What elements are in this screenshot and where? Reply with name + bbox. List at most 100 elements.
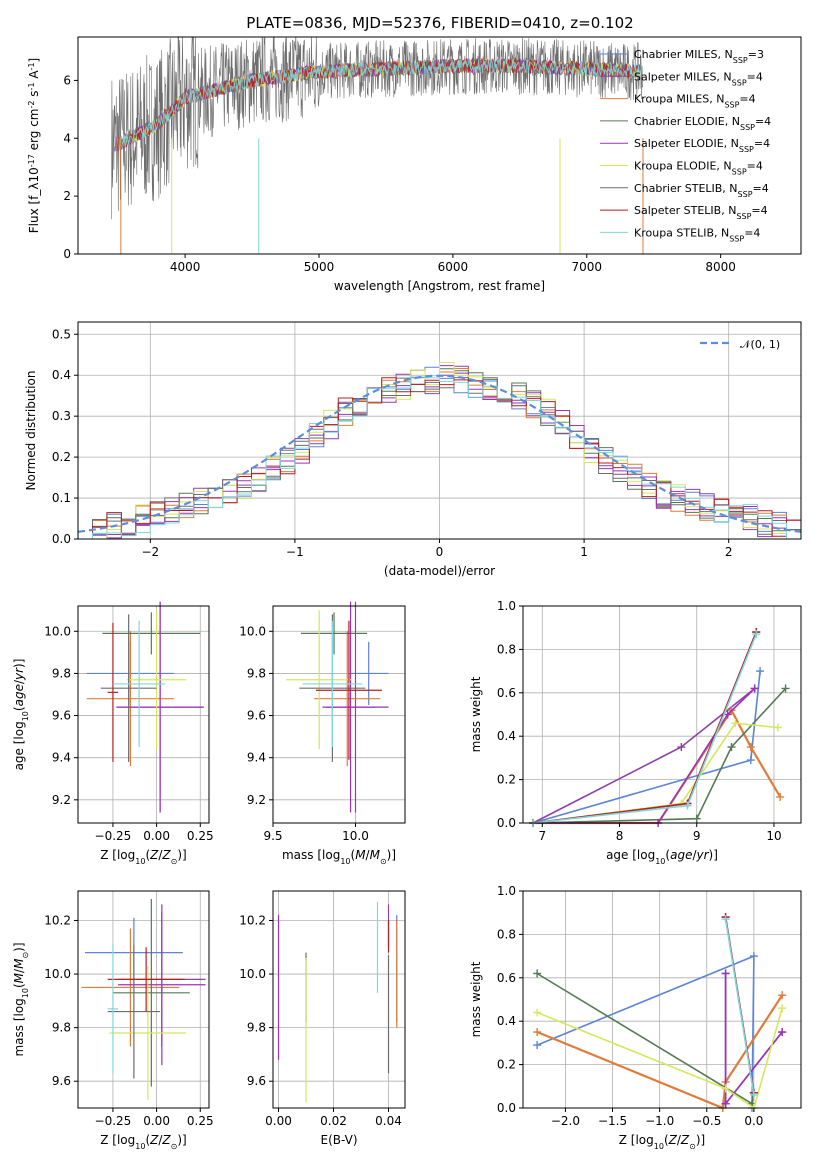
massweight-marker xyxy=(778,991,787,1000)
errorbar-point xyxy=(286,610,353,750)
axes-frame xyxy=(272,890,406,1109)
x-tick-label: 10.0 xyxy=(342,829,369,843)
histogram-lines xyxy=(78,361,801,539)
histogram-step-line xyxy=(78,377,801,539)
y-tick-label: 9.4 xyxy=(247,751,266,765)
y-tick-label: 9.4 xyxy=(52,751,71,765)
massweight-marker xyxy=(756,667,765,676)
massweight-marker xyxy=(683,801,692,810)
chart-mass_vs_ebv: 0.00 0.02 0.04 9.6 9.8 10.0 10.2 E(B-V) xyxy=(239,890,406,1147)
errorbar-point xyxy=(302,620,363,748)
y-tick-label: 10.0 xyxy=(44,624,71,638)
legend-entry: Chabrier MILES, NSSP=3 xyxy=(634,48,764,65)
y-tick-label: 0.0 xyxy=(497,1101,516,1115)
x-tick-label: −1 xyxy=(286,545,304,559)
x-tick-label: 7 xyxy=(538,829,546,843)
chart-massweight_vs_Z: −2.0 −1.5 −1.0 −0.5 0.0 0.0 0.2 0.4 0.6 0.8 1.0 Z [… xyxy=(469,884,802,1151)
errorbar-point xyxy=(315,620,382,760)
x-tick-label: −0.5 xyxy=(692,1114,721,1128)
y-tick-label: 9.6 xyxy=(247,1074,266,1088)
massweight-marker xyxy=(721,915,730,924)
x-tick-label: 10 xyxy=(766,829,781,843)
massweight-marker xyxy=(533,969,542,978)
y-tick-label: 1.0 xyxy=(497,884,516,898)
axes-frame xyxy=(272,605,406,824)
chart-age_vs_Z: −0.25 0.00 0.25 9.2 9.4 9.6 9.8 10.0 Z [log10(Z/… xyxy=(12,601,214,866)
axes-frame xyxy=(77,890,210,1109)
histogram-step-line xyxy=(78,376,801,539)
x-tick-label: 5000 xyxy=(304,260,335,274)
legend-entry: Salpeter ELODIE, NSSP=4 xyxy=(634,137,770,154)
y-tick-label: 0.6 xyxy=(497,971,516,985)
errorbar-point xyxy=(112,899,190,1087)
massweight-marker xyxy=(746,756,755,765)
axes-frame xyxy=(77,36,802,255)
massweight-marker xyxy=(750,684,759,693)
legend-entry: Kroupa STELIB, NSSP=4 xyxy=(634,226,760,243)
histogram-step-line xyxy=(78,377,801,539)
x-tick-label: −2.0 xyxy=(551,1114,580,1128)
plot-area xyxy=(81,899,206,1100)
chart-spectrum: 4000 5000 6000 7000 8000 0 2 4 6 wavelength [Angs… xyxy=(27,36,802,293)
spectrum-lines xyxy=(111,37,644,254)
x-tick-label: 8 xyxy=(616,829,624,843)
x-axis-label: (data-model)/error xyxy=(384,564,495,578)
plot-area xyxy=(86,601,204,813)
x-axis-label: mass [log10(M/M⊙)] xyxy=(282,848,396,866)
errorbar-point xyxy=(301,612,368,655)
massweight-marker xyxy=(727,743,736,752)
axes-frame xyxy=(77,605,210,824)
figure-title: PLATE=0836, MJD=52376, FIBERID=0410, z=0… xyxy=(246,14,633,32)
x-tick-label: −1.5 xyxy=(598,1114,627,1128)
massweight-marker xyxy=(752,630,761,639)
x-tick-label: 1 xyxy=(580,545,588,559)
y-tick-label: 0.4 xyxy=(497,1014,516,1028)
y-tick-label: 9.6 xyxy=(247,709,266,723)
y-tick-label: 0.0 xyxy=(497,816,516,830)
massweight-line xyxy=(536,1007,783,1110)
x-tick-label: 9 xyxy=(693,829,701,843)
y-tick-label: 0.2 xyxy=(497,773,516,787)
y-tick-label: 0.1 xyxy=(52,491,71,505)
y-tick-label: 0.4 xyxy=(52,368,71,382)
y-tick-label: 9.8 xyxy=(247,1021,266,1035)
y-tick-label: 9.8 xyxy=(247,666,266,680)
y-tick-label: 10.0 xyxy=(239,624,266,638)
normal-curve xyxy=(78,374,801,533)
legend-entry: Salpeter MILES, NSSP=4 xyxy=(634,70,763,87)
y-axis-label: Flux [f_λ10-17 erg cm-2 s-1 A-1] xyxy=(27,58,42,234)
x-tick-label: 0.00 xyxy=(265,1114,292,1128)
massweight-marker xyxy=(731,719,740,728)
y-axis-label: mass weight xyxy=(469,961,483,1037)
x-tick-label: 0.04 xyxy=(375,1114,402,1128)
y-axis-label: age [log10(age/yr)] xyxy=(12,659,30,771)
y-tick-label: 10.2 xyxy=(239,913,266,927)
legend-entry: Salpeter STELIB, NSSP=4 xyxy=(634,204,768,221)
massweight-marker xyxy=(692,814,701,823)
y-tick-label: 9.8 xyxy=(52,1021,71,1035)
errorbar-point xyxy=(107,944,119,1074)
massweight-marker xyxy=(749,1090,758,1099)
y-tick-label: 9.6 xyxy=(52,1074,71,1088)
x-tick-label: 0.25 xyxy=(187,829,214,843)
chart-residuals: −2 −1 0 1 2 0.0 0.1 0.2 0.3 0.4 0.5 (data-model)/er… xyxy=(24,321,802,578)
x-axis-label: Z [log10(Z/Z⊙)] xyxy=(100,848,186,866)
y-tick-label: 10.0 xyxy=(239,967,266,981)
errorbar-point xyxy=(102,612,201,655)
plot-area xyxy=(78,361,801,539)
y-axis-label: mass weight xyxy=(469,676,483,752)
massweight-marker xyxy=(781,684,790,693)
massweight-line xyxy=(536,994,784,1110)
massweight-marker xyxy=(773,723,782,732)
y-tick-label: 0.0 xyxy=(52,532,71,546)
y-tick-label: 9.6 xyxy=(52,709,71,723)
massweight-marker xyxy=(533,1028,542,1037)
massweight-marker xyxy=(723,710,732,719)
errorbar-point xyxy=(116,601,204,813)
y-tick-label: 0.2 xyxy=(52,450,71,464)
x-axis-label: age [log10(age/yr)] xyxy=(606,848,718,866)
axes-frame xyxy=(522,605,802,824)
legend-entry: 𝒩(0, 1) xyxy=(740,338,780,351)
x-tick-label: 4000 xyxy=(170,260,201,274)
x-axis-label: E(B-V) xyxy=(320,1133,357,1147)
